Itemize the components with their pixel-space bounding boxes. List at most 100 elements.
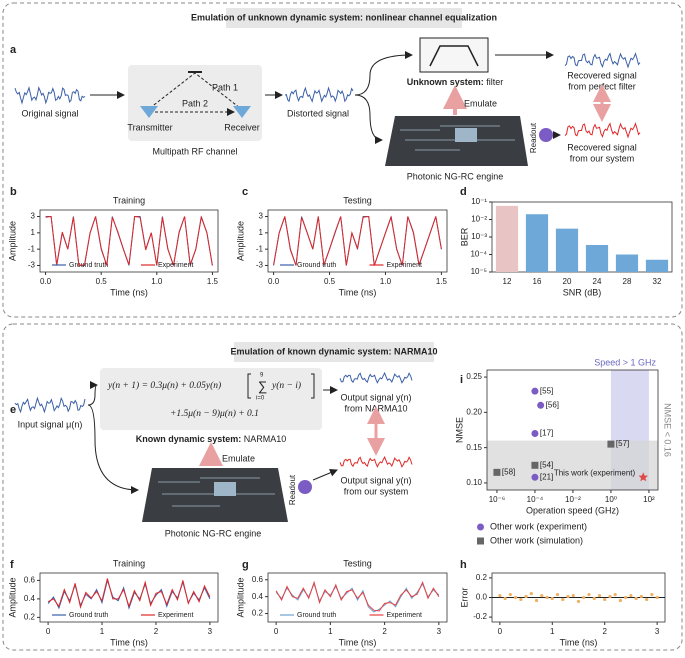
label: Known dynamic system: NARMA10 (136, 434, 287, 444)
point (493, 468, 501, 476)
y-tick-label: -1 (28, 244, 36, 253)
plot-frame (491, 201, 673, 273)
equation: 9 (260, 373, 264, 379)
panel-frame (2, 2, 683, 318)
transmitter-icon (140, 106, 158, 118)
y-tick-label: -0.2 (473, 612, 487, 621)
x-tick-label: 3 (437, 627, 442, 636)
region-label: Speed > 1 GHz (594, 357, 656, 367)
point (561, 597, 565, 602)
label: Distorted signal (287, 108, 349, 118)
point (607, 440, 615, 448)
y-tick-label: 0.0 (476, 593, 488, 602)
point-label: [56] (546, 400, 559, 409)
plot-frame (267, 209, 448, 273)
series-line (275, 580, 440, 612)
point (513, 595, 518, 600)
squiggle (284, 86, 354, 103)
label: from our system (570, 153, 635, 163)
x-tick-label: 1 (328, 627, 333, 636)
legend-label: Ground truth (297, 262, 336, 269)
label: Photonic NG-RC engine (165, 528, 262, 538)
y-tick-label: 10⁻¹ (471, 197, 487, 206)
squiggle (564, 52, 641, 69)
point-label: [57] (616, 439, 629, 448)
panel-letter: f (10, 559, 14, 571)
bracket (247, 373, 315, 399)
point (639, 594, 644, 599)
x-tick-label: 0 (274, 627, 279, 636)
y-tick-label: -3 (256, 261, 264, 270)
y-tick-label: 0.4 (252, 592, 264, 601)
y-tick-label: 10⁻⁴ (470, 250, 487, 259)
legend-label: Experiment (158, 262, 193, 269)
filter-box (419, 37, 489, 73)
legend-label: Ground truth (297, 612, 336, 619)
equation: +1.5μ(n − 9)μ(n) + 0.1 (170, 408, 259, 419)
x-tick-label: 10⁻⁶ (489, 495, 505, 504)
signal-recovered (564, 52, 641, 69)
panel-letter: h (460, 559, 467, 571)
chart-title: Testing (343, 558, 372, 568)
bar (585, 244, 609, 272)
y-tick-label: 10⁻³ (471, 232, 487, 241)
path1 (149, 72, 241, 109)
x-tick-label: 28 (623, 277, 632, 286)
point (638, 472, 648, 482)
section-title: Emulation of unknown dynamic system: non… (191, 12, 497, 22)
series-line (275, 582, 440, 613)
point (540, 593, 544, 598)
point (537, 401, 545, 409)
x-tick-label: 1.0 (151, 277, 163, 286)
y-axis-label: Error (459, 587, 469, 607)
y-axis-label: Amplitude (7, 577, 17, 617)
label: Photonic NG-RC engine (407, 171, 504, 181)
y-tick-label: 0.10 (466, 478, 482, 487)
legend-swatch (477, 523, 484, 531)
x-axis-label: Time (ns) (110, 287, 148, 297)
squiggle (339, 371, 413, 384)
chart-title: Testing (343, 195, 372, 205)
squiggle (564, 122, 641, 139)
y-tick-label: 1 (31, 228, 36, 237)
point (645, 597, 649, 602)
point (655, 595, 659, 600)
bar (555, 228, 579, 272)
label: Readout (529, 122, 538, 153)
series-line (45, 215, 213, 267)
label: Output signal y(n) (340, 392, 411, 402)
arrow (354, 94, 383, 144)
point (608, 594, 612, 599)
x-tick-label: 0.0 (40, 277, 52, 286)
label: Receiver (224, 122, 260, 132)
channel-box (128, 65, 262, 141)
panel-letter: g (242, 559, 249, 571)
x-axis-label: Operation speed (GHz) (526, 505, 619, 515)
squiggle (339, 455, 413, 468)
label: from our system (344, 486, 409, 496)
bar (615, 254, 639, 272)
x-tick-label: 24 (593, 277, 602, 286)
point (531, 461, 539, 469)
region-label: NMSE < 0.16 (663, 403, 673, 457)
x-axis-label: Time (ns) (560, 637, 598, 647)
title-bg (226, 8, 462, 28)
y-axis-label: BER (459, 227, 469, 246)
readout-icon (298, 480, 312, 494)
label: Output signal y(n) (340, 475, 411, 485)
point (503, 596, 507, 601)
bar (645, 259, 669, 272)
label: Unknown system: filter (407, 77, 504, 87)
signal-distorted (284, 86, 354, 103)
x-tick-label: 2 (382, 627, 387, 636)
x-tick-label: 1.5 (436, 277, 448, 286)
point (613, 592, 617, 597)
point (618, 598, 623, 603)
equation-box (100, 368, 322, 430)
panel-frame (2, 323, 683, 651)
squiggle (14, 86, 86, 105)
point (587, 592, 591, 597)
arrow (312, 469, 338, 481)
point (531, 387, 539, 395)
